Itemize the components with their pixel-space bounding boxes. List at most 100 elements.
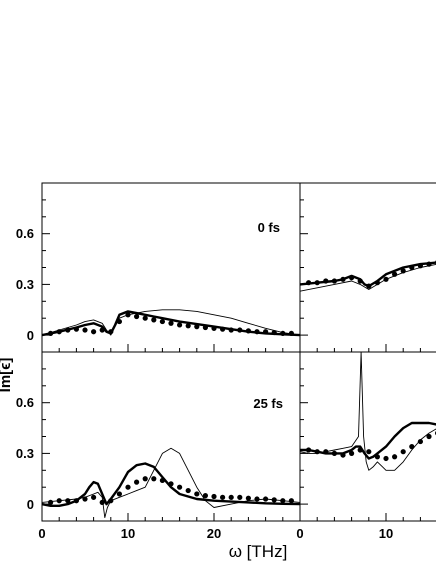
panel-top-right-series	[300, 260, 436, 292]
data-point-bottom-left-12	[151, 476, 157, 482]
y-tick-label-bottom-0.6: 0.6	[16, 395, 34, 410]
data-point-top-left-7	[108, 329, 114, 335]
data-point-top-left-28	[288, 330, 294, 337]
data-point-top-left-0	[48, 330, 54, 337]
data-point-bottom-right-10	[392, 454, 398, 460]
data-point-bottom-left-7	[108, 498, 114, 504]
data-point-bottom-right-1	[314, 449, 320, 455]
x-tick-label-left-20: 20	[207, 526, 221, 541]
y-tick-label-top-0.6: 0.6	[16, 226, 34, 241]
panel-frames	[41, 182, 436, 522]
data-point-bottom-right-5	[349, 450, 355, 456]
y-tick-label-top-0: 0	[27, 328, 34, 343]
data-point-bottom-right-12	[409, 444, 415, 450]
data-point-bottom-right-13	[417, 438, 423, 445]
data-point-top-left-3	[73, 326, 79, 332]
data-point-bottom-left-2	[65, 498, 71, 504]
data-point-top-left-5	[91, 329, 97, 335]
data-point-bottom-left-26	[271, 497, 277, 503]
data-point-bottom-right-0	[306, 447, 312, 453]
data-point-top-left-24	[254, 329, 260, 335]
data-point-top-left-9	[125, 312, 131, 318]
y-tick-label-bottom-0: 0	[27, 497, 34, 512]
data-point-top-right-7	[366, 283, 372, 289]
data-point-top-right-8	[374, 280, 380, 286]
data-point-top-right-4	[340, 276, 346, 282]
data-point-bottom-left-27	[280, 498, 286, 504]
y-tick-labels: 0 0.3 0.6 0 0.3 0.6	[16, 226, 34, 512]
data-point-bottom-left-14	[168, 481, 174, 487]
data-point-bottom-right-6	[357, 447, 363, 453]
series-line-bottom-left-thin	[42, 447, 300, 519]
top-right-frame	[299, 182, 436, 353]
data-point-bottom-right-9	[383, 455, 389, 462]
series-line-bottom-right-thin	[300, 352, 436, 471]
data-point-top-left-18	[202, 324, 208, 331]
data-point-bottom-left-19	[211, 493, 217, 500]
data-point-top-left-1	[56, 329, 62, 335]
data-point-bottom-left-20	[220, 494, 226, 500]
data-point-bottom-left-1	[56, 498, 62, 504]
data-point-bottom-left-10	[134, 479, 140, 485]
data-point-bottom-right-4	[340, 452, 346, 458]
data-point-bottom-right-11	[400, 449, 406, 455]
data-point-bottom-right-8	[374, 454, 380, 460]
data-point-top-left-17	[194, 324, 200, 330]
data-point-bottom-left-5	[91, 494, 97, 500]
data-point-top-right-1	[314, 280, 320, 286]
data-point-top-left-15	[177, 322, 183, 328]
data-point-top-left-11	[142, 315, 148, 321]
data-point-top-right-6	[357, 278, 363, 284]
panel-label-25fs: 25 fs	[253, 396, 283, 411]
x-tick-label-left-0: 0	[38, 526, 45, 541]
data-point-top-left-23	[245, 328, 251, 334]
data-point-top-left-16	[185, 323, 191, 329]
panel-bottom-left-series	[42, 447, 300, 519]
y-tick-label-bottom-0.3: 0.3	[16, 446, 34, 461]
data-point-bottom-right-3	[331, 450, 337, 456]
data-point-top-right-12	[409, 264, 415, 271]
data-point-bottom-left-21	[228, 494, 234, 500]
data-point-top-left-14	[168, 320, 174, 326]
y-axis-label: Im[ϵ]	[0, 358, 14, 393]
x-tick-labels: 0 10 20 0 10	[38, 526, 393, 541]
data-point-bottom-left-25	[263, 496, 269, 502]
x-tick-label-right-0: 0	[296, 526, 303, 541]
data-point-bottom-left-16	[185, 487, 191, 494]
series-layer	[42, 260, 436, 519]
data-point-top-right-13	[417, 263, 423, 269]
data-point-bottom-left-11	[142, 476, 148, 482]
data-point-top-left-21	[228, 327, 234, 333]
data-point-top-right-10	[392, 271, 398, 277]
data-point-top-left-27	[280, 330, 286, 337]
y-tick-label-top-0.3: 0.3	[16, 277, 34, 292]
panel-bottom-right-series	[300, 352, 436, 471]
data-point-bottom-left-23	[245, 495, 251, 501]
data-point-top-right-3	[331, 278, 337, 284]
data-point-top-left-25	[263, 329, 269, 335]
x-axis-label: ω [THz]	[229, 542, 288, 561]
bottom-left-frame	[41, 351, 301, 522]
data-point-bottom-left-17	[194, 491, 200, 497]
data-point-bottom-left-3	[73, 498, 79, 504]
data-point-bottom-left-22	[237, 494, 243, 500]
data-point-bottom-left-18	[202, 493, 208, 499]
data-point-top-right-0	[306, 280, 312, 286]
data-point-bottom-left-0	[48, 499, 54, 506]
data-point-top-left-6	[99, 327, 105, 333]
data-point-top-left-10	[134, 313, 140, 320]
panel-top-left-series	[42, 309, 300, 337]
series-line-top-right-thick	[300, 261, 436, 288]
data-point-top-right-9	[383, 276, 389, 282]
data-point-top-right-5	[349, 275, 355, 281]
x-tick-label-left-10: 10	[121, 526, 135, 541]
data-point-bottom-left-4	[82, 496, 88, 502]
panel-label-0fs: 0 fs	[258, 220, 280, 235]
data-point-bottom-right-7	[366, 449, 372, 455]
data-point-bottom-left-6	[99, 499, 105, 506]
x-tick-label-right-10: 10	[379, 526, 393, 541]
data-point-bottom-left-24	[254, 496, 260, 502]
data-point-bottom-left-28	[288, 498, 294, 504]
data-point-top-left-13	[159, 318, 165, 325]
data-point-top-left-12	[151, 317, 157, 323]
